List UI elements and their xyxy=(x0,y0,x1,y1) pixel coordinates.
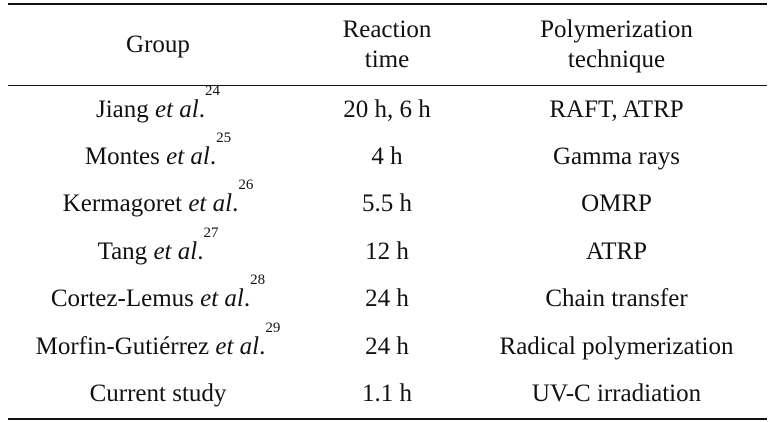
author-name: Montes xyxy=(84,143,160,171)
header-group-label: Group xyxy=(126,31,190,58)
author-name: Tang xyxy=(97,237,148,265)
cell-reaction-time: 12 h xyxy=(365,237,409,265)
table-header-rule xyxy=(8,85,767,86)
header-reaction-time-line1: Reaction xyxy=(342,16,432,43)
cell-reaction-time: 5.5 h xyxy=(362,190,412,218)
cell-technique: Chain transfer xyxy=(545,285,688,313)
cell-reaction-time: 24 h xyxy=(365,332,409,360)
reference-superscript: 28 xyxy=(250,272,266,289)
cell-group: Cortez-Lemus et al.28 xyxy=(50,272,266,313)
cell-group: Kermagoret et al.26 xyxy=(62,177,254,218)
et-al-text: et al xyxy=(166,143,210,171)
reference-superscript: 27 xyxy=(203,224,219,241)
author-name: Kermagoret xyxy=(62,190,183,218)
author-name: Cortez-Lemus xyxy=(50,285,194,313)
table-body: Jiang et al.24 20 h, 6 h RAFT, ATRP Mont… xyxy=(8,82,767,418)
cell-group: Montes et al.25 xyxy=(84,130,232,171)
et-al-text: et al xyxy=(188,190,233,218)
table-row: Current study 1.1 h UV-C irradiation xyxy=(8,370,767,417)
cell-group: Tang et al.27 xyxy=(97,224,219,265)
cell-reaction-time: 4 h xyxy=(371,143,403,171)
reference-superscript: 26 xyxy=(238,177,254,194)
cell-reaction-time: 24 h xyxy=(365,285,409,313)
table-bottom-rule xyxy=(8,417,767,420)
table-top-rule xyxy=(8,3,767,5)
header-reaction-time-line2: time xyxy=(364,46,410,73)
reference-superscript: 25 xyxy=(216,130,232,147)
cell-technique: ATRP xyxy=(585,237,648,265)
header-polymerization-line1: Polymerization xyxy=(540,16,693,43)
table-row: Tang et al.27 12 h ATRP xyxy=(8,224,767,275)
cell-reaction-time: 1.1 h xyxy=(362,380,412,408)
comparison-table: Group Reaction time Polymerization techn… xyxy=(8,3,767,420)
header-polymerization-technique: Polymerization technique xyxy=(466,15,767,75)
et-al-text: et al xyxy=(200,285,244,313)
table-header-row: Group Reaction time Polymerization techn… xyxy=(8,5,767,85)
cell-technique: RAFT, ATRP xyxy=(549,95,684,123)
author-name: Current study xyxy=(89,380,227,408)
cell-technique: OMRP xyxy=(581,190,652,218)
reference-superscript: 24 xyxy=(205,82,221,99)
cell-technique: Radical polymerization xyxy=(499,332,734,360)
table-row: Cortez-Lemus et al.28 24 h Chain transfe… xyxy=(8,272,767,323)
cell-technique: UV-C irradiation xyxy=(531,380,702,408)
et-al-text: et al xyxy=(155,95,199,123)
table-row: Montes et al.25 4 h Gamma rays xyxy=(8,130,767,180)
cell-reaction-time: 20 h, 6 h xyxy=(343,95,431,123)
cell-group: Current study xyxy=(8,379,308,409)
author-name: Morfin-Gutiérrez xyxy=(35,332,210,360)
header-reaction-time: Reaction time xyxy=(308,15,466,75)
et-al-text: et al xyxy=(153,237,198,265)
table-row: Kermagoret et al.26 5.5 h OMRP xyxy=(8,177,767,228)
header-polymerization-line2: technique xyxy=(567,46,666,73)
cell-group: Morfin-Gutiérrez et al.29 xyxy=(35,319,281,360)
author-name: Jiang xyxy=(95,95,149,123)
reference-superscript: 29 xyxy=(265,319,281,336)
cell-technique: Gamma rays xyxy=(552,143,681,171)
header-group: Group xyxy=(8,30,308,60)
cell-group: Jiang et al.24 xyxy=(95,82,221,123)
table-row: Jiang et al.24 20 h, 6 h RAFT, ATRP xyxy=(8,82,767,133)
table-row: Morfin-Gutiérrez et al.29 24 h Radical p… xyxy=(8,319,767,370)
et-al-text: et al xyxy=(215,332,260,360)
